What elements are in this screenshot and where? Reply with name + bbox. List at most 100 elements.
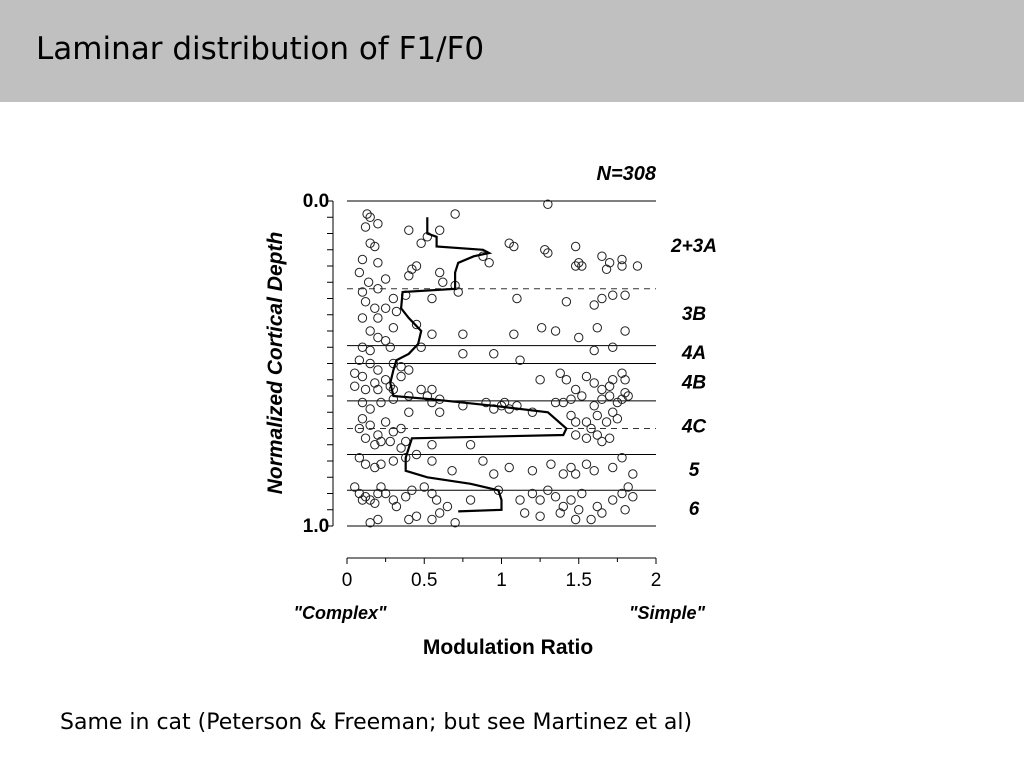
data-point-182 xyxy=(581,459,592,469)
data-point-104 xyxy=(404,407,414,417)
data-point-25 xyxy=(577,261,587,271)
data-point-79 xyxy=(354,355,365,365)
data-point-179 xyxy=(558,469,568,479)
data-point-130 xyxy=(617,368,627,378)
data-point-222 xyxy=(597,508,607,518)
data-point-209 xyxy=(515,495,525,505)
data-point-4 xyxy=(360,222,371,232)
data-point-150 xyxy=(427,440,437,450)
data-point-53 xyxy=(608,290,618,300)
data-point-66 xyxy=(550,326,561,336)
data-point-52 xyxy=(597,293,607,304)
data-point-163 xyxy=(581,433,592,443)
data-point-124 xyxy=(620,388,630,398)
data-point-21 xyxy=(543,248,553,258)
data-point-33 xyxy=(363,277,374,287)
data-point-233 xyxy=(535,511,545,521)
data-point-224 xyxy=(617,488,627,499)
data-point-228 xyxy=(365,518,375,528)
data-point-185 xyxy=(617,453,627,463)
layer-boundaries xyxy=(347,200,656,527)
data-point-190 xyxy=(360,492,371,502)
data-point-74 xyxy=(458,349,468,359)
data-point-50 xyxy=(561,297,572,307)
data-point-85 xyxy=(350,368,360,378)
data-point-23 xyxy=(574,258,584,268)
data-point-221 xyxy=(592,501,602,512)
data-point-195 xyxy=(380,488,391,499)
data-point-91 xyxy=(350,381,360,391)
data-point-198 xyxy=(401,492,411,502)
data-point-70 xyxy=(357,342,368,352)
layer-label-3: 4B xyxy=(681,372,707,393)
data-point-49 xyxy=(512,293,522,304)
data-point-55 xyxy=(357,313,368,323)
data-point-30 xyxy=(617,261,627,271)
data-point-154 xyxy=(581,417,592,427)
layer-label-5: 5 xyxy=(689,460,700,481)
data-point-162 xyxy=(604,433,615,443)
data-point-230 xyxy=(404,514,414,525)
data-point-15 xyxy=(407,264,417,274)
data-point-158 xyxy=(608,407,618,417)
data-point-12 xyxy=(357,254,368,265)
data-point-108 xyxy=(481,397,491,408)
data-point-68 xyxy=(592,323,602,333)
data-point-71 xyxy=(365,345,375,356)
data-point-114 xyxy=(527,407,538,417)
x-tick-label-2: 1 xyxy=(496,570,507,591)
data-point-200 xyxy=(419,482,429,492)
data-point-61 xyxy=(411,319,422,330)
x-annotation-simple: "Simple" xyxy=(629,603,706,623)
data-point-56 xyxy=(373,313,383,323)
data-point-73 xyxy=(416,342,426,352)
data-point-20 xyxy=(540,245,550,255)
data-point-96 xyxy=(416,384,426,395)
data-point-189 xyxy=(357,495,368,505)
data-point-129 xyxy=(608,375,618,385)
x-axis-label: Modulation Ratio xyxy=(423,636,593,659)
data-point-231 xyxy=(411,511,422,521)
data-point-164 xyxy=(570,430,581,440)
data-point-11 xyxy=(370,241,380,252)
data-point-215 xyxy=(558,501,568,512)
data-point-5 xyxy=(373,219,383,229)
data-point-54 xyxy=(620,290,630,300)
data-point-0 xyxy=(362,209,372,219)
data-point-143 xyxy=(354,423,365,434)
data-point-67 xyxy=(574,332,584,343)
x-tick-label-3: 1.5 xyxy=(566,570,592,591)
data-point-63 xyxy=(458,329,468,339)
data-point-44 xyxy=(360,297,371,307)
data-point-197 xyxy=(391,501,402,512)
data-point-145 xyxy=(370,440,380,450)
data-point-217 xyxy=(577,488,587,499)
data-point-131 xyxy=(620,375,630,385)
data-point-72 xyxy=(385,342,395,352)
data-point-205 xyxy=(450,518,460,528)
data-point-119 xyxy=(589,401,599,411)
data-point-196 xyxy=(388,495,399,505)
data-point-167 xyxy=(370,462,380,473)
data-point-51 xyxy=(589,300,599,310)
data-point-232 xyxy=(519,508,530,518)
data-point-14 xyxy=(411,261,422,271)
data-point-166 xyxy=(360,459,371,469)
data-point-157 xyxy=(601,417,612,427)
data-point-146 xyxy=(376,436,386,447)
data-point-86 xyxy=(357,371,368,382)
data-point-118 xyxy=(577,391,587,401)
data-point-125 xyxy=(581,371,592,382)
data-point-180 xyxy=(566,462,576,473)
data-point-147 xyxy=(385,436,395,447)
data-point-184 xyxy=(608,462,618,473)
data-point-202 xyxy=(431,495,442,505)
y-axis-label: Normalized Cortical Depth xyxy=(264,232,287,495)
data-point-90 xyxy=(396,371,406,382)
data-point-212 xyxy=(543,485,553,495)
data-point-148 xyxy=(396,443,406,453)
layer-label-0: 2+3A xyxy=(670,236,717,257)
data-point-62 xyxy=(427,329,437,339)
data-point-98 xyxy=(427,384,437,395)
data-point-81 xyxy=(373,365,383,375)
